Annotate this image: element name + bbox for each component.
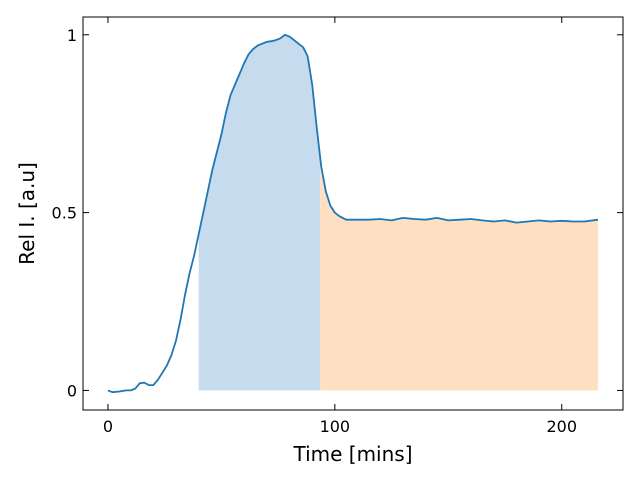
plot-frame (82, 16, 624, 411)
x-tick-label: 100 (320, 417, 351, 436)
shaded-region-1 (198, 34, 321, 391)
shaded-regions (198, 34, 598, 391)
x-tick-label: 0 (103, 417, 113, 436)
series-line (107, 33, 599, 394)
axis-ticks: 0 100 200 0 0.5 1 (52, 17, 623, 436)
y-tick-label: 0.5 (52, 204, 77, 223)
y-tick-label: 1 (67, 26, 77, 45)
x-tick-label: 200 (546, 417, 577, 436)
shaded-region-2 (320, 156, 598, 391)
y-tick-label: 0 (67, 381, 77, 400)
x-axis-label: Time [mins] (292, 442, 412, 466)
y-axis-label: Rel I. [a.u] (15, 162, 39, 265)
